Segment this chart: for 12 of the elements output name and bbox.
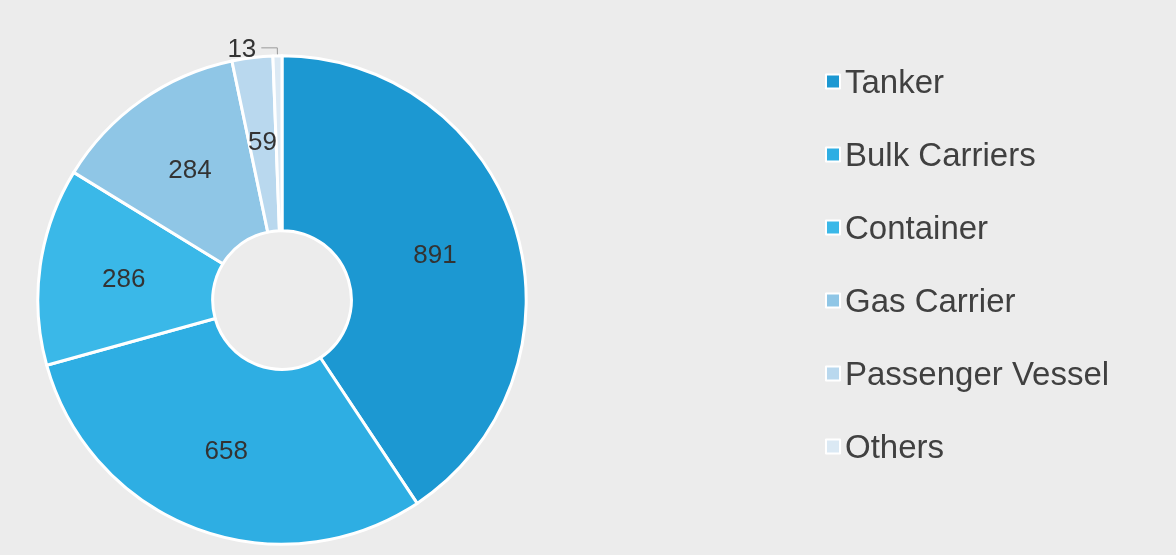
legend-label: Tanker <box>845 63 945 100</box>
legend-label: Passenger Vessel <box>845 355 1110 392</box>
legend-label: Others <box>845 428 945 465</box>
data-label: 13 <box>227 32 257 63</box>
legend-label: Container <box>845 209 989 246</box>
data-label: 891 <box>413 238 457 269</box>
legend-label: Bulk Carriers <box>845 136 1036 173</box>
data-label: 658 <box>204 434 248 465</box>
data-label: 286 <box>102 262 146 293</box>
data-label: 59 <box>248 126 278 157</box>
legend-label: Gas Carrier <box>845 282 1016 319</box>
data-label: 284 <box>168 154 212 185</box>
